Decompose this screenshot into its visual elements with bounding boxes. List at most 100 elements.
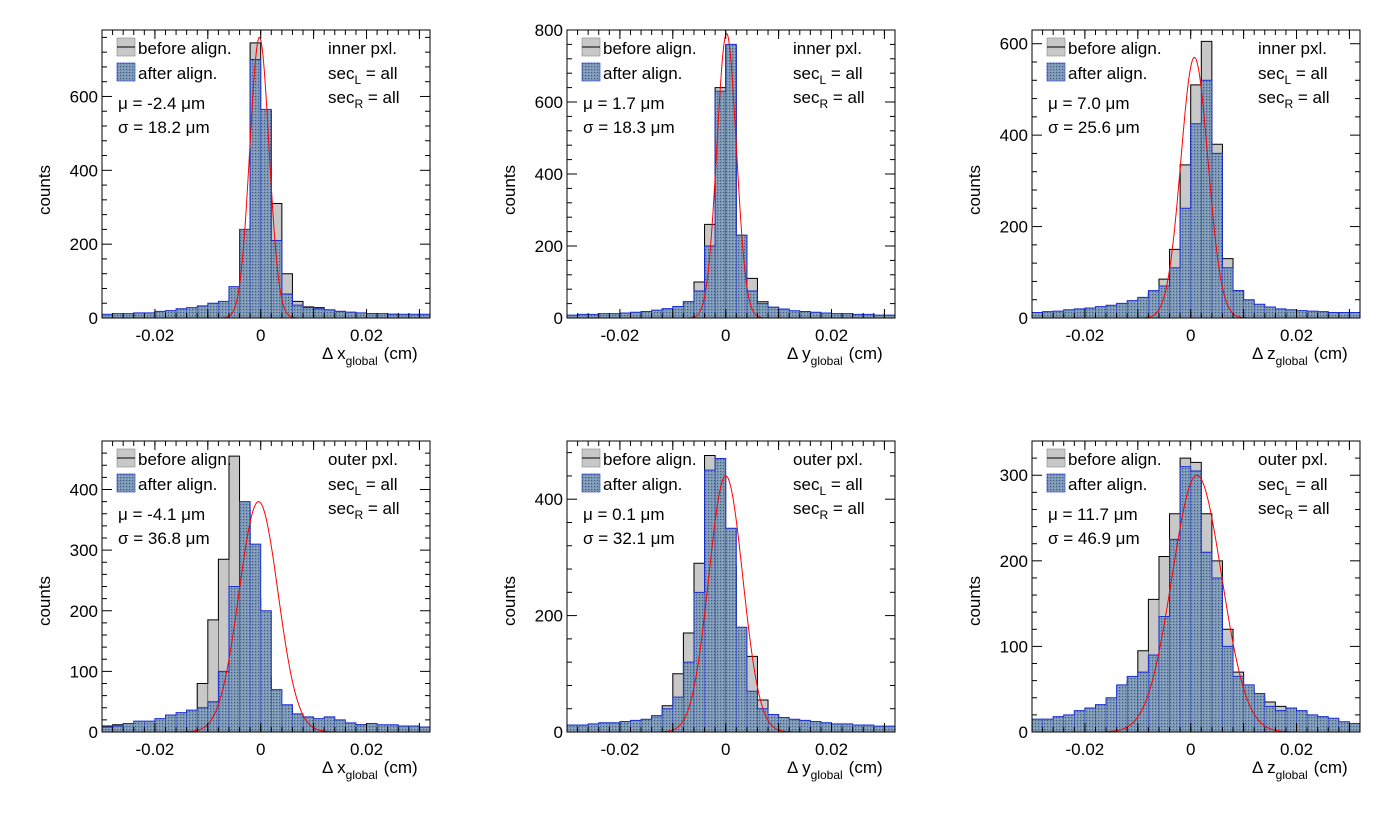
sec-l-value: = all <box>1291 64 1327 83</box>
after-align-histogram-bar <box>588 314 599 318</box>
after-align-histogram-bar <box>1264 706 1276 732</box>
x-tick-label: 0.02 <box>815 740 848 759</box>
after-align-histogram-bar <box>1317 716 1329 732</box>
y-tick-label: 200 <box>1000 552 1028 571</box>
after-align-histogram-bar <box>197 707 208 732</box>
after-align-histogram-bar <box>303 307 314 318</box>
region-label: inner pxl. <box>793 39 862 58</box>
region-label: inner pxl. <box>328 39 397 58</box>
after-align-histogram-bar <box>112 313 124 318</box>
after-align-histogram-bar <box>419 314 430 318</box>
after-align-histogram-bar <box>1127 676 1138 732</box>
sec-r-prefix: sec <box>328 499 355 518</box>
after-align-histogram-bar <box>852 314 864 318</box>
sec-l-subscript: L <box>354 73 361 87</box>
after-align-histogram-bar <box>831 723 843 732</box>
after-align-histogram-bar <box>672 306 684 318</box>
plot-area <box>1032 40 1360 318</box>
after-align-histogram-bar <box>1307 714 1318 732</box>
after-align-histogram-bar <box>704 246 716 318</box>
after-align-histogram-bar <box>377 724 388 732</box>
after-align-histogram-bar <box>873 315 885 318</box>
x-tick-label: 0 <box>721 740 730 759</box>
after-align-histogram-bar <box>387 724 399 732</box>
after-align-histogram-bar <box>250 544 261 732</box>
y-tick-label: 400 <box>535 490 563 509</box>
sec-r-value: = all <box>828 88 864 107</box>
after-align-histogram-bar <box>683 301 694 318</box>
after-align-histogram-bar <box>1338 312 1350 318</box>
after-align-histogram-bar <box>820 312 832 318</box>
after-align-histogram-bar <box>239 229 251 318</box>
legend-after-label: after align. <box>1068 475 1147 494</box>
sec-r-label: secR = all <box>1258 499 1330 522</box>
x-axis-label-subscript: global <box>1276 354 1308 368</box>
after-align-histogram-bar <box>112 725 124 732</box>
after-align-histogram-bar <box>345 722 356 732</box>
x-tick-label: 0 <box>1186 326 1195 345</box>
legend-after-swatch <box>116 473 136 493</box>
after-align-histogram-bar <box>630 312 642 318</box>
after-align-histogram-bar <box>408 314 420 318</box>
after-align-histogram-bar <box>239 501 251 732</box>
sec-r-subscript: R <box>1284 97 1293 111</box>
legend-after-swatch <box>1046 62 1066 82</box>
sec-l-prefix: sec <box>1258 64 1285 83</box>
panel-outer-x: 0 100 200 300 400 -0.02 0 0.02Δ xglobal (cm) coun… <box>35 440 431 782</box>
fit-sigma-text: σ = 18.2 μm <box>118 118 210 137</box>
after-align-histogram-bar <box>757 303 769 318</box>
x-tick-label: 0 <box>256 740 265 759</box>
x-axis-label-unit: (cm) <box>849 344 883 363</box>
after-align-histogram-bar <box>1264 307 1276 318</box>
x-axis-label: Δ yglobal (cm) <box>787 344 883 368</box>
y-tick-label: 400 <box>1000 126 1028 145</box>
after-align-histogram-bar <box>1222 646 1234 732</box>
x-axis-label: Δ yglobal (cm) <box>787 758 883 782</box>
after-align-histogram-bar <box>1053 311 1064 318</box>
panel-inner-x: 0 200 400 600 -0.02 0 0.02Δ xglobal (cm) counts b… <box>35 29 431 368</box>
after-align-histogram-bar <box>1275 308 1286 318</box>
legend-after-label: after align. <box>1068 64 1147 83</box>
legend-after-swatch <box>1046 473 1066 493</box>
after-align-histogram-bar <box>778 309 790 318</box>
fit-mu-text: μ = -2.4 μm <box>118 94 205 113</box>
after-align-histogram-bar <box>651 310 663 318</box>
sec-l-label: secL = all <box>328 475 398 498</box>
y-tick-label: 800 <box>535 21 563 40</box>
legend-after-label: after align. <box>603 475 682 494</box>
legend-before-label: before align. <box>1068 39 1162 58</box>
y-tick-label: 0 <box>1019 309 1028 328</box>
after-align-histogram-bar <box>1032 312 1043 318</box>
fit-mu-text: μ = -4.1 μm <box>118 505 205 524</box>
after-align-histogram-bar <box>641 719 652 732</box>
after-align-histogram-bar <box>863 314 874 318</box>
after-align-histogram-bar <box>1296 710 1308 732</box>
legend-before-label: before align. <box>138 450 232 469</box>
after-align-histogram-bar <box>789 719 800 732</box>
x-tick-label: 0 <box>1186 740 1195 759</box>
after-align-histogram-outline <box>102 59 430 318</box>
after-align-histogram-bar <box>324 309 335 318</box>
after-align-histogram-bar <box>228 286 240 318</box>
x-axis-label-unit: (cm) <box>849 758 883 777</box>
after-align-histogram-bar <box>154 718 166 732</box>
after-align-histogram-bar <box>271 240 282 318</box>
after-align-histogram-bar <box>408 725 420 732</box>
legend-after-swatch <box>581 62 601 82</box>
after-align-histogram <box>102 501 430 732</box>
y-tick-label: 0 <box>554 723 563 742</box>
sec-r-prefix: sec <box>793 499 820 518</box>
sec-l-label: secL = all <box>793 475 863 498</box>
legend-before-label: before align. <box>1068 450 1162 469</box>
sec-l-value: = all <box>826 64 862 83</box>
y-axis-label: counts <box>965 165 984 215</box>
after-align-histogram-bar <box>1042 719 1054 732</box>
sec-r-subscript: R <box>354 508 363 522</box>
sec-r-subscript: R <box>819 97 828 111</box>
sec-r-subscript: R <box>354 97 363 111</box>
y-tick-label: 200 <box>1000 218 1028 237</box>
after-align-histogram-bar <box>1328 312 1339 318</box>
after-align-histogram-bar <box>1032 719 1043 732</box>
sec-l-value: = all <box>826 475 862 494</box>
after-align-histogram-bar <box>577 725 589 732</box>
